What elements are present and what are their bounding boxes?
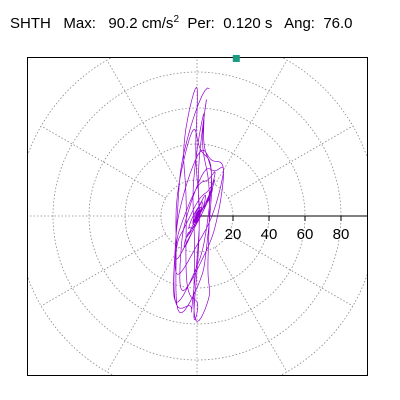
plot-frame — [27, 57, 368, 376]
period-value: 0.120 s — [223, 15, 273, 32]
radial-tick-label-40: 40 — [261, 226, 278, 243]
max-marker-group — [232, 54, 240, 62]
grid-spoke-120 — [106, 59, 180, 186]
max-unit: cm/s — [141, 15, 174, 32]
grid-spoke-60 — [214, 59, 288, 186]
grid-spoke-300 — [214, 246, 288, 373]
max-label: Max: — [63, 15, 96, 32]
max-marker — [232, 54, 240, 62]
grid-spoke-210 — [40, 233, 167, 307]
response-orbit — [173, 86, 224, 322]
period-label: Per: — [187, 15, 215, 32]
radial-tick-label-80: 80 — [333, 226, 350, 243]
max-value: 90.2 — [108, 15, 138, 32]
grid-spoke-150 — [40, 125, 167, 199]
grid-spoke-240 — [106, 246, 180, 373]
angle-label: Ang: — [284, 15, 315, 32]
component-name: SHTH — [10, 15, 51, 32]
radial-tick-label-60: 60 — [297, 226, 314, 243]
orbit-path — [173, 86, 224, 322]
radial-tick-label-20: 20 — [225, 226, 242, 243]
angle-value: 76.0 — [323, 15, 353, 32]
grid-spoke-30 — [227, 125, 354, 199]
chart-title: SHTH Max: 90.2 cm/s2 Per: 0.120 s Ang: 7… — [10, 14, 353, 32]
radial-axis: 20 40 60 80 — [197, 215, 367, 243]
grid-spoke-330 — [227, 233, 354, 307]
max-unit-exponent: 2 — [173, 14, 179, 25]
